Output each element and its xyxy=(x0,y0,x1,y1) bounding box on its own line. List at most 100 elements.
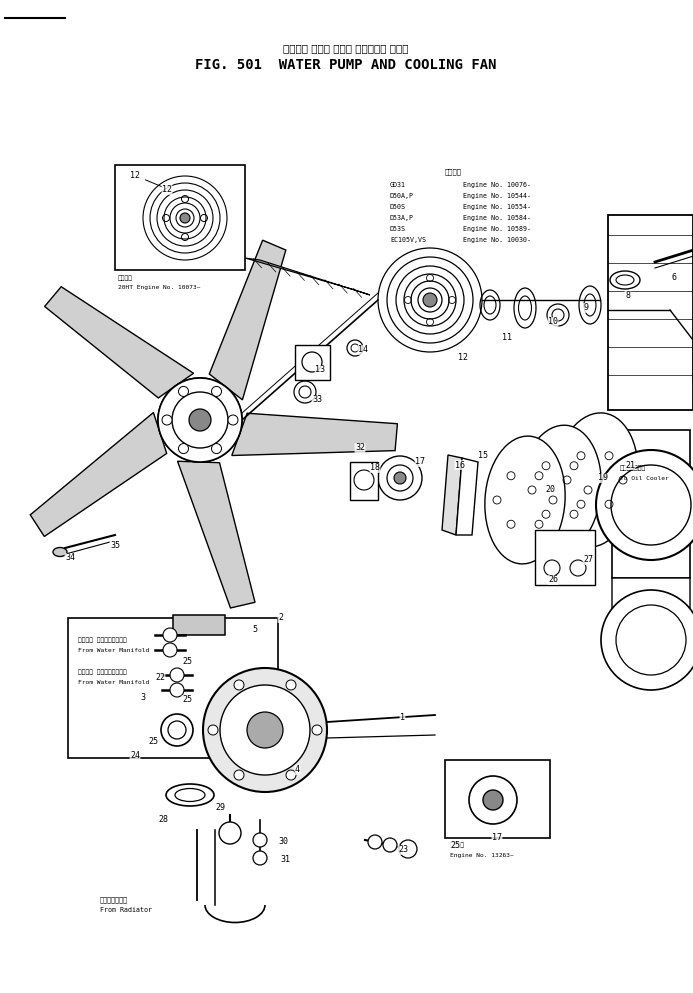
Circle shape xyxy=(253,833,267,847)
Text: 35: 35 xyxy=(110,540,120,549)
Text: 1: 1 xyxy=(400,714,405,723)
Text: オイルクーラへ: オイルクーラへ xyxy=(620,465,647,471)
Text: 3: 3 xyxy=(140,693,145,702)
Circle shape xyxy=(168,721,186,739)
Circle shape xyxy=(158,378,242,462)
Text: 34: 34 xyxy=(65,553,75,562)
Circle shape xyxy=(616,605,686,675)
Polygon shape xyxy=(170,625,223,705)
Text: 10: 10 xyxy=(548,318,558,327)
Text: 20: 20 xyxy=(545,486,555,495)
Circle shape xyxy=(211,386,222,396)
Text: To Oil Cooler: To Oil Cooler xyxy=(620,476,669,481)
Text: Engine No. 10589-: Engine No. 10589- xyxy=(463,226,531,232)
Bar xyxy=(535,530,595,585)
Circle shape xyxy=(394,472,406,484)
Bar xyxy=(350,462,378,500)
Polygon shape xyxy=(30,412,167,536)
Polygon shape xyxy=(209,240,286,400)
Text: ラジエータから: ラジエータから xyxy=(100,897,128,904)
Text: 25: 25 xyxy=(182,695,192,704)
Circle shape xyxy=(179,444,188,454)
Circle shape xyxy=(423,293,437,307)
Text: 2: 2 xyxy=(278,614,283,623)
Text: 23: 23 xyxy=(398,845,408,855)
Ellipse shape xyxy=(53,547,67,556)
Circle shape xyxy=(163,643,177,657)
Ellipse shape xyxy=(552,413,638,547)
Text: 12: 12 xyxy=(130,171,162,187)
Text: 12: 12 xyxy=(458,354,468,362)
Text: 22: 22 xyxy=(155,673,165,682)
Text: D50A,P: D50A,P xyxy=(390,193,414,199)
Text: 26: 26 xyxy=(548,576,558,585)
Circle shape xyxy=(469,776,517,824)
Bar xyxy=(295,345,330,380)
Circle shape xyxy=(228,415,238,425)
Text: 30: 30 xyxy=(278,837,288,846)
Text: From Water Manifold: From Water Manifold xyxy=(78,679,149,684)
Circle shape xyxy=(483,790,503,810)
Circle shape xyxy=(596,450,693,560)
Circle shape xyxy=(234,680,244,690)
Text: From Water Manifold: From Water Manifold xyxy=(78,647,149,652)
Text: 17: 17 xyxy=(492,833,502,842)
Ellipse shape xyxy=(485,436,565,564)
Bar xyxy=(608,215,693,410)
Text: 6: 6 xyxy=(672,273,677,282)
Circle shape xyxy=(179,386,188,396)
Text: 15: 15 xyxy=(478,451,488,460)
Text: 25: 25 xyxy=(182,657,192,666)
Circle shape xyxy=(161,714,193,746)
Circle shape xyxy=(179,444,188,454)
Text: 28: 28 xyxy=(158,815,168,824)
Circle shape xyxy=(286,770,296,780)
Text: 20HT Engine No. 10073~: 20HT Engine No. 10073~ xyxy=(118,285,200,290)
Circle shape xyxy=(189,409,211,431)
Polygon shape xyxy=(173,615,225,635)
Circle shape xyxy=(158,378,242,462)
Text: 適用号機: 適用号機 xyxy=(118,275,133,281)
Text: From Radiator: From Radiator xyxy=(100,907,152,913)
Bar xyxy=(68,618,278,758)
Text: ウォータ ポンプ および クーリング ファン: ウォータ ポンプ および クーリング ファン xyxy=(283,43,409,53)
Text: 19: 19 xyxy=(598,474,608,483)
Text: Engine No. 10544-: Engine No. 10544- xyxy=(463,193,531,199)
Circle shape xyxy=(170,668,184,682)
Text: ウォータ マニホールドから: ウォータ マニホールドから xyxy=(78,669,127,675)
Circle shape xyxy=(170,683,184,697)
Text: D50S: D50S xyxy=(390,204,406,210)
Text: 16: 16 xyxy=(455,461,465,470)
Text: 33: 33 xyxy=(312,395,322,404)
Circle shape xyxy=(203,668,327,792)
Circle shape xyxy=(211,444,222,454)
Bar xyxy=(115,165,245,270)
Circle shape xyxy=(179,386,188,396)
Circle shape xyxy=(378,456,422,500)
Circle shape xyxy=(162,415,172,425)
Text: 9: 9 xyxy=(583,304,588,313)
Text: 8: 8 xyxy=(625,291,630,300)
Text: Engine No. 10584-: Engine No. 10584- xyxy=(463,215,531,221)
Circle shape xyxy=(228,415,238,425)
Circle shape xyxy=(312,725,322,735)
Text: 17: 17 xyxy=(415,458,425,467)
Circle shape xyxy=(162,415,172,425)
Circle shape xyxy=(368,835,382,849)
Polygon shape xyxy=(245,258,370,295)
Bar xyxy=(612,430,690,578)
Polygon shape xyxy=(442,455,462,535)
Circle shape xyxy=(208,725,218,735)
Circle shape xyxy=(601,590,693,690)
Circle shape xyxy=(172,392,228,448)
Text: 27: 27 xyxy=(583,555,593,564)
Text: 21: 21 xyxy=(625,461,635,470)
Circle shape xyxy=(180,213,190,223)
Circle shape xyxy=(253,851,267,865)
Polygon shape xyxy=(456,458,478,535)
Text: 29: 29 xyxy=(215,803,225,812)
Text: 12: 12 xyxy=(162,186,172,195)
Polygon shape xyxy=(612,578,690,640)
Text: 5: 5 xyxy=(252,626,257,635)
Circle shape xyxy=(211,444,222,454)
